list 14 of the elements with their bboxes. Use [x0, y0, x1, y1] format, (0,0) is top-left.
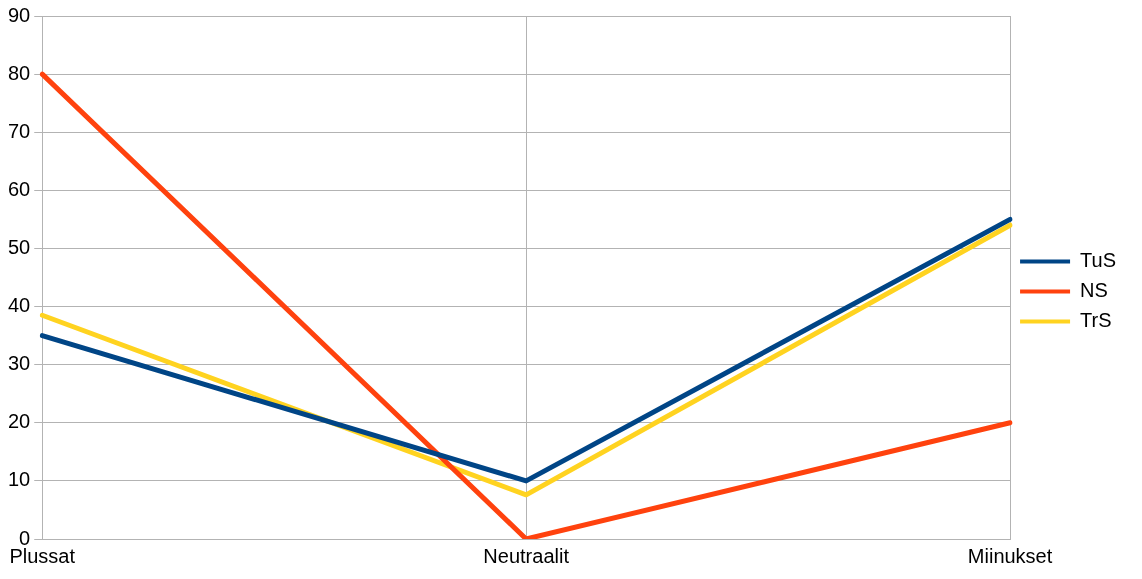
y-tick-label: 40 — [8, 294, 31, 317]
x-tick-label: Miinukset — [967, 544, 1053, 567]
y-tick-label: 70 — [8, 119, 31, 142]
y-tick-label: 80 — [8, 61, 31, 84]
y-tick-label: 50 — [8, 235, 31, 258]
legend-label: TrS — [1080, 309, 1112, 332]
y-tick-label: 60 — [8, 177, 31, 200]
y-tick-label: 20 — [8, 410, 31, 433]
y-tick-label: 90 — [8, 3, 31, 26]
x-tick-label: Neutraalit — [483, 544, 570, 567]
y-tick-label: 30 — [8, 352, 31, 375]
legend-label: TuS — [1080, 249, 1116, 272]
y-tick-label: 10 — [8, 468, 31, 491]
legend-label: NS — [1080, 279, 1108, 302]
